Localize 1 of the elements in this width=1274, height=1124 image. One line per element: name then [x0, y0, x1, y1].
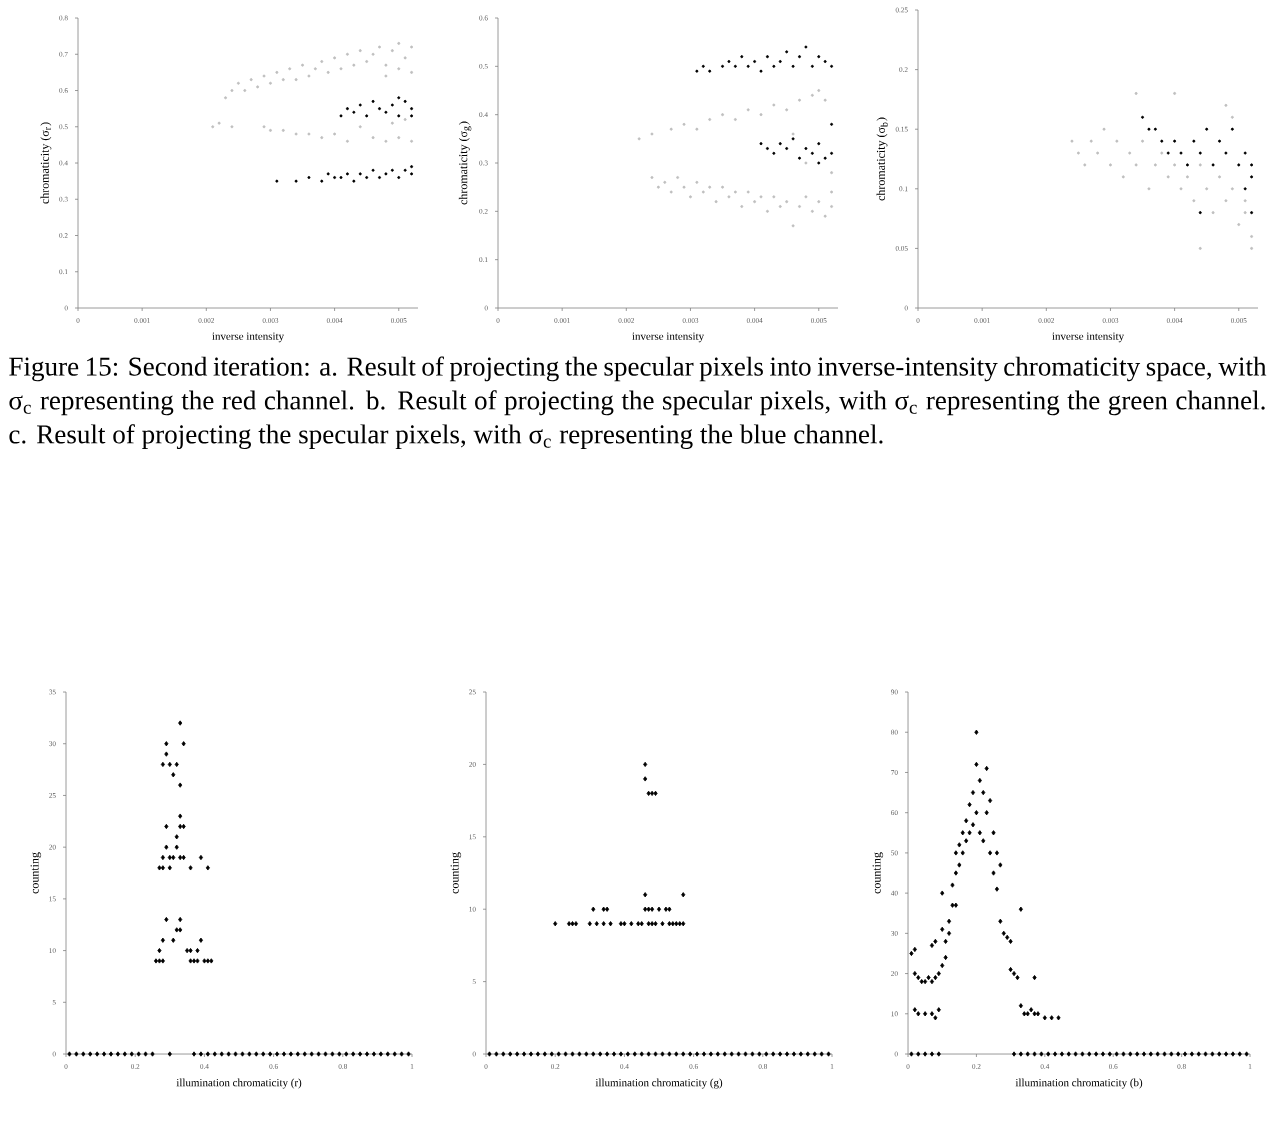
text: Figure 15: Second iteration: a. Result of projecting the specular pixels into inverse-intensity chromaticity space, with σ$_{c}$ representing the red channel. b. Result of projecting the specular pixels, with σ$_{c}$ representing the green channel. c. Result of projecting the specular pixels, with σ$_{c}$ representing the blue channel.: [9, 356, 1267, 450]
